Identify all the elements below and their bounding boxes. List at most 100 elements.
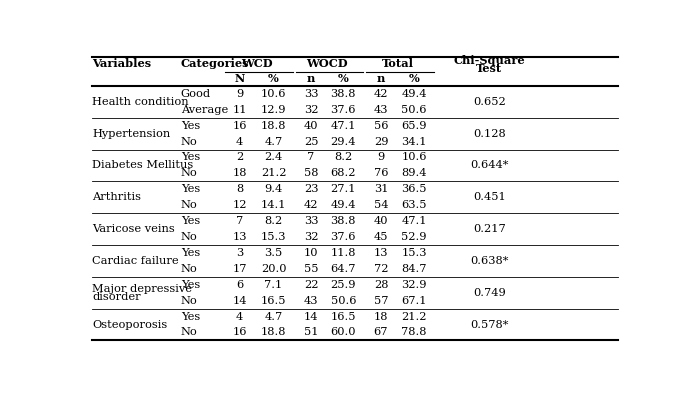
Text: 0.451: 0.451 bbox=[473, 192, 506, 202]
Text: 0.644*: 0.644* bbox=[471, 160, 509, 170]
Text: 63.5: 63.5 bbox=[401, 200, 427, 210]
Text: 38.8: 38.8 bbox=[331, 216, 356, 226]
Text: 3: 3 bbox=[236, 248, 243, 258]
Text: 25: 25 bbox=[304, 137, 318, 146]
Text: 47.1: 47.1 bbox=[331, 121, 356, 131]
Text: 0.749: 0.749 bbox=[473, 288, 506, 298]
Text: Yes: Yes bbox=[181, 312, 200, 322]
Text: 14: 14 bbox=[304, 312, 318, 322]
Text: Varicose veins: Varicose veins bbox=[92, 224, 175, 234]
Text: 7.1: 7.1 bbox=[265, 280, 283, 290]
Text: 55: 55 bbox=[304, 264, 318, 274]
Text: 40: 40 bbox=[304, 121, 318, 131]
Text: No: No bbox=[181, 137, 198, 146]
Text: 10.6: 10.6 bbox=[261, 89, 286, 99]
Text: 14.1: 14.1 bbox=[261, 200, 286, 210]
Text: Yes: Yes bbox=[181, 121, 200, 131]
Text: 37.6: 37.6 bbox=[331, 232, 356, 242]
Text: Variables: Variables bbox=[92, 58, 151, 69]
Text: Major depressive: Major depressive bbox=[92, 284, 192, 294]
Text: 9.4: 9.4 bbox=[265, 184, 283, 194]
Text: 43: 43 bbox=[304, 296, 318, 306]
Text: 16.5: 16.5 bbox=[331, 312, 356, 322]
Text: 56: 56 bbox=[374, 121, 388, 131]
Text: 51: 51 bbox=[304, 328, 318, 338]
Text: 33: 33 bbox=[304, 216, 318, 226]
Text: 8.2: 8.2 bbox=[334, 152, 353, 162]
Text: 38.8: 38.8 bbox=[331, 89, 356, 99]
Text: %: % bbox=[409, 73, 420, 84]
Text: 54: 54 bbox=[374, 200, 388, 210]
Text: Chi-Square: Chi-Square bbox=[454, 55, 525, 66]
Text: Yes: Yes bbox=[181, 184, 200, 194]
Text: 64.7: 64.7 bbox=[331, 264, 356, 274]
Text: 8.2: 8.2 bbox=[265, 216, 283, 226]
Text: 49.4: 49.4 bbox=[401, 89, 427, 99]
Text: 9: 9 bbox=[377, 152, 385, 162]
Text: 13: 13 bbox=[374, 248, 388, 258]
Text: Yes: Yes bbox=[181, 216, 200, 226]
Text: 0.128: 0.128 bbox=[473, 129, 506, 139]
Text: 37.6: 37.6 bbox=[331, 105, 356, 115]
Text: 11.8: 11.8 bbox=[331, 248, 356, 258]
Text: 7: 7 bbox=[236, 216, 243, 226]
Text: 43: 43 bbox=[374, 105, 388, 115]
Text: 18: 18 bbox=[374, 312, 388, 322]
Text: 9: 9 bbox=[236, 89, 243, 99]
Text: 2: 2 bbox=[236, 152, 243, 162]
Text: Hypertension: Hypertension bbox=[92, 129, 170, 139]
Text: 33: 33 bbox=[304, 89, 318, 99]
Text: No: No bbox=[181, 168, 198, 178]
Text: 89.4: 89.4 bbox=[401, 168, 427, 178]
Text: No: No bbox=[181, 296, 198, 306]
Text: 36.5: 36.5 bbox=[401, 184, 427, 194]
Text: Average: Average bbox=[181, 105, 228, 115]
Text: n: n bbox=[377, 73, 385, 84]
Text: 16: 16 bbox=[232, 328, 247, 338]
Text: 4: 4 bbox=[236, 312, 243, 322]
Text: 50.6: 50.6 bbox=[401, 105, 427, 115]
Text: 3.5: 3.5 bbox=[265, 248, 283, 258]
Text: Yes: Yes bbox=[181, 248, 200, 258]
Text: Health condition: Health condition bbox=[92, 97, 188, 107]
Text: Yes: Yes bbox=[181, 280, 200, 290]
Text: Yes: Yes bbox=[181, 152, 200, 162]
Text: %: % bbox=[338, 73, 349, 84]
Text: 67: 67 bbox=[374, 328, 388, 338]
Text: 8: 8 bbox=[236, 184, 243, 194]
Text: 0.652: 0.652 bbox=[473, 97, 506, 107]
Text: WOCD: WOCD bbox=[306, 58, 348, 69]
Text: Good: Good bbox=[181, 89, 211, 99]
Text: 17: 17 bbox=[232, 264, 247, 274]
Text: 29.4: 29.4 bbox=[331, 137, 356, 146]
Text: 49.4: 49.4 bbox=[331, 200, 356, 210]
Text: 0.578*: 0.578* bbox=[471, 320, 509, 330]
Text: 32.9: 32.9 bbox=[401, 280, 427, 290]
Text: 72: 72 bbox=[374, 264, 388, 274]
Text: 52.9: 52.9 bbox=[401, 232, 427, 242]
Text: No: No bbox=[181, 328, 198, 338]
Text: 2.4: 2.4 bbox=[265, 152, 283, 162]
Text: 0.638*: 0.638* bbox=[471, 256, 509, 266]
Text: 18: 18 bbox=[232, 168, 247, 178]
Text: 57: 57 bbox=[374, 296, 388, 306]
Text: 15.3: 15.3 bbox=[401, 248, 427, 258]
Text: 68.2: 68.2 bbox=[331, 168, 356, 178]
Text: No: No bbox=[181, 264, 198, 274]
Text: 16.5: 16.5 bbox=[261, 296, 286, 306]
Text: 42: 42 bbox=[304, 200, 318, 210]
Text: 76: 76 bbox=[374, 168, 388, 178]
Text: 21.2: 21.2 bbox=[401, 312, 427, 322]
Text: 6: 6 bbox=[236, 280, 243, 290]
Text: 7: 7 bbox=[308, 152, 315, 162]
Text: 0.217: 0.217 bbox=[473, 224, 506, 234]
Text: 84.7: 84.7 bbox=[401, 264, 427, 274]
Text: N: N bbox=[234, 73, 245, 84]
Text: 13: 13 bbox=[232, 232, 247, 242]
Text: 31: 31 bbox=[374, 184, 388, 194]
Text: 29: 29 bbox=[374, 137, 388, 146]
Text: Diabetes Mellitus: Diabetes Mellitus bbox=[92, 160, 193, 170]
Text: Osteoporosis: Osteoporosis bbox=[92, 320, 167, 330]
Text: Test: Test bbox=[476, 63, 502, 74]
Text: 11: 11 bbox=[232, 105, 247, 115]
